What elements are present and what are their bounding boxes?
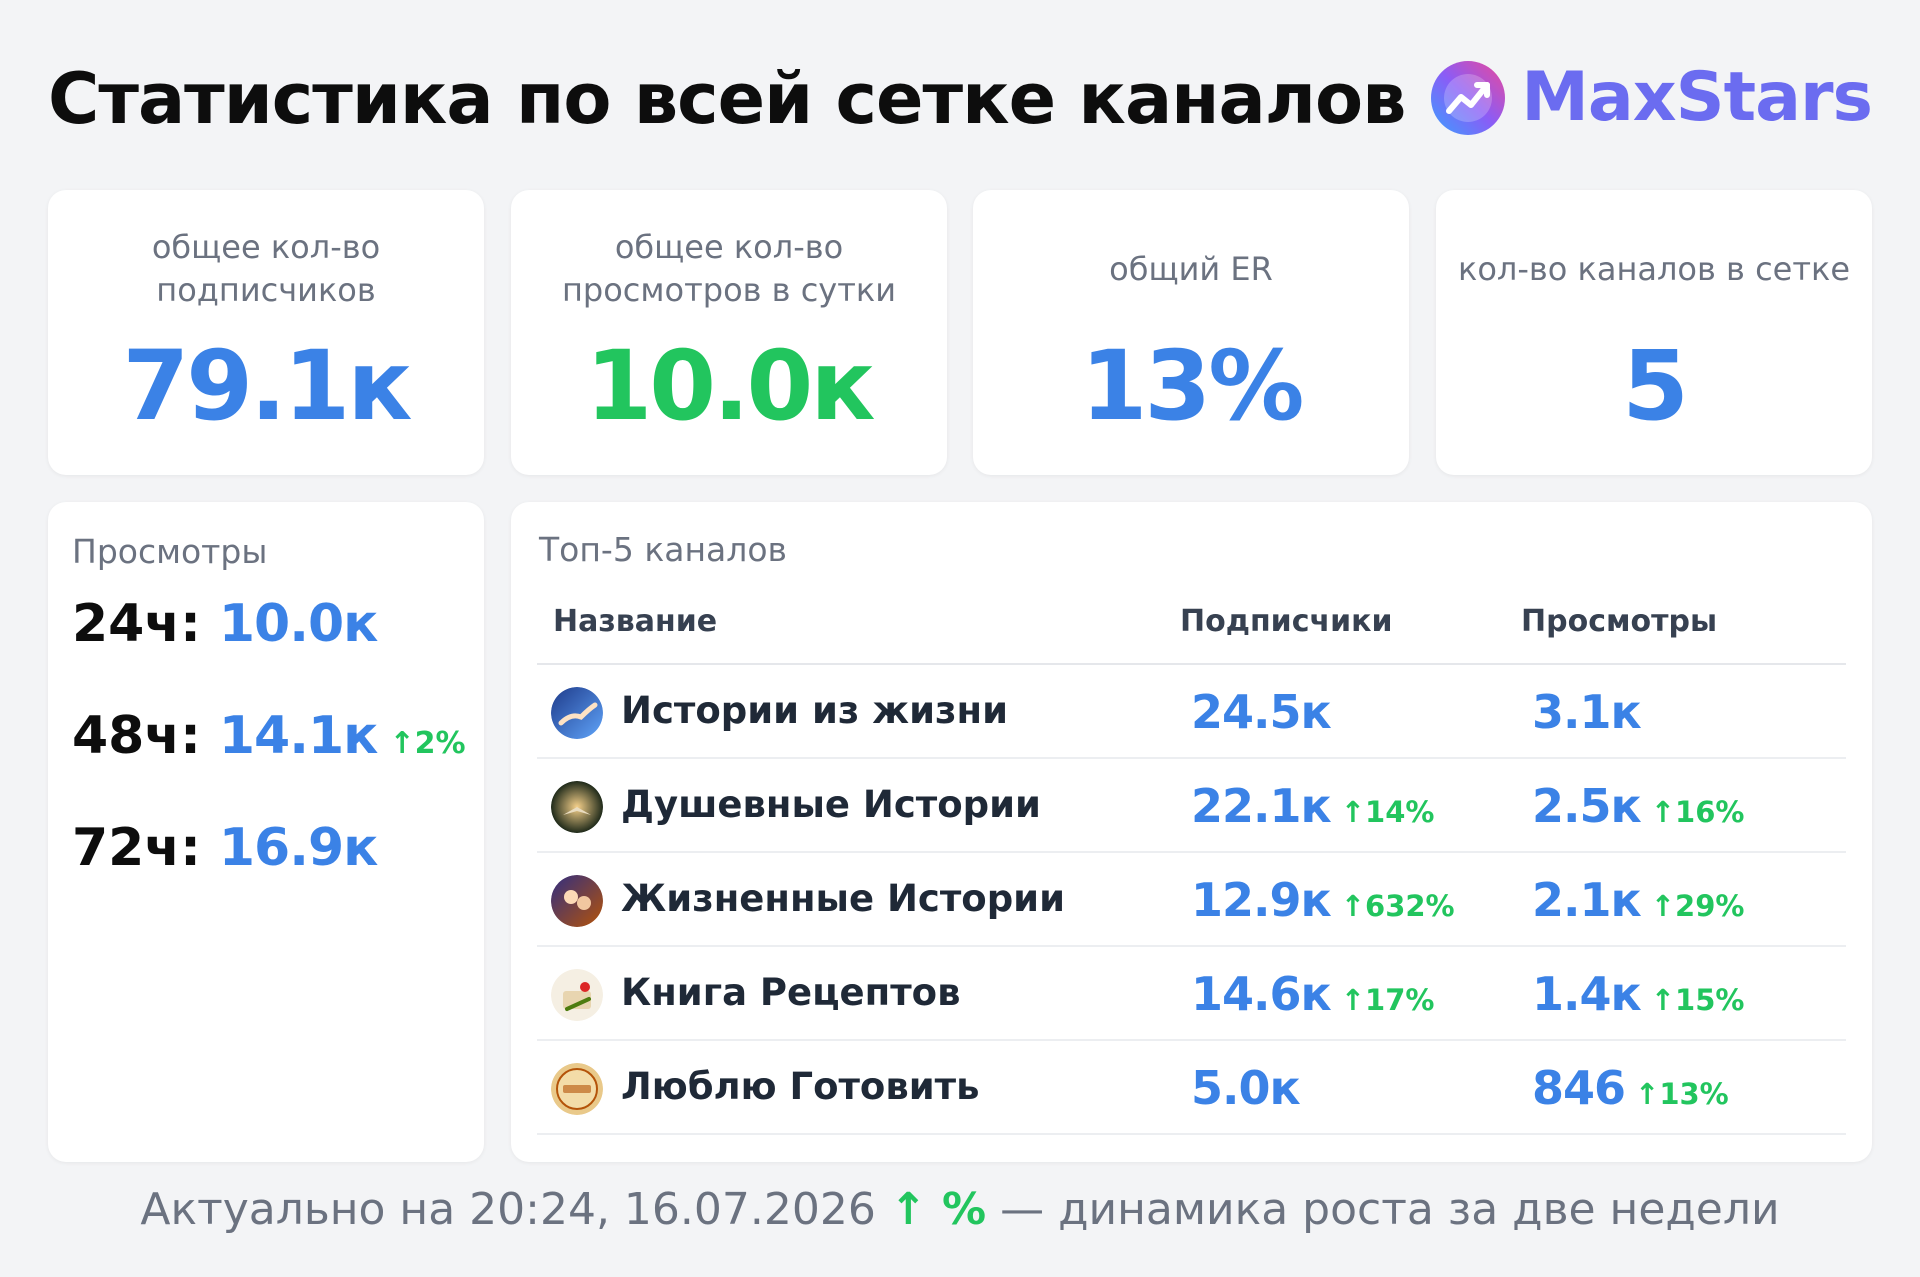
growth-badge: ↑29% [1650,889,1745,923]
stat-card-channel-count: кол-во каналов в сетке 5 [1436,190,1872,475]
views-cell: 3.1к [1532,685,1651,739]
chart-growth-icon [1431,60,1506,135]
growth-badge: ↑13% [1635,1077,1729,1111]
views-period: 72ч: [72,818,201,878]
subscribers-cell: 24.5к [1191,685,1341,739]
stat-label: общее кол-во подписчиков [151,228,381,309]
views-value: 16.9к [218,818,379,878]
header-divider [537,663,1846,665]
stat-card-er: общий ER 13% [973,190,1409,475]
channel-avatar [551,969,603,1021]
subscribers-cell: 5.0к [1191,1061,1310,1115]
subscribers-cell: 22.1к ↑14% [1191,779,1434,833]
channel-name: Книга Рецептов [621,971,961,1014]
views-value: 3.1к [1532,685,1642,739]
views-row-48h: 48ч: 14.1к ↑2% [72,706,466,766]
stat-card-subscribers: общее кол-во подписчиков 79.1к [48,190,484,475]
brand-name: MaxStars [1521,58,1873,137]
views-period: 24ч: [72,594,201,654]
views-cell: 2.1к ↑29% [1532,873,1744,927]
growth-badge: ↑632% [1340,889,1455,923]
channel-avatar [551,687,603,739]
views-row-24h: 24ч: 10.0к [72,594,389,654]
stat-value: 79.1к [122,330,412,442]
stat-label: кол-во каналов в сетке [1457,249,1850,288]
footer-legend-text: — динамика роста за две недели [1000,1184,1780,1235]
subscribers-cell: 14.6к ↑17% [1191,967,1434,1021]
subscribers-value: 14.6к [1191,967,1332,1021]
growth-badge: ↑16% [1650,795,1745,829]
subscribers-value: 24.5к [1191,685,1332,739]
footer-timestamp: Актуально на 20:24, 16.07.2026 [140,1184,876,1235]
subscribers-value: 5.0к [1191,1061,1301,1115]
column-header-name: Название [553,604,718,639]
channel-name: Истории из жизни [621,689,1009,732]
stat-card-daily-views: общее кол-во просмотров в сутки 10.0к [511,190,947,475]
channel-avatar [551,781,603,833]
views-cell: 1.4к ↑15% [1532,967,1744,1021]
footer-note: Актуально на 20:24, 16.07.2026 ↑ % — дин… [0,1184,1920,1235]
views-value: 1.4к [1532,967,1642,1021]
views-panel: Просмотры 24ч: 10.0к 48ч: 14.1к ↑2% 72ч:… [48,502,484,1162]
views-panel-title: Просмотры [72,532,268,571]
table-row[interactable]: Книга Рецептов 14.6к ↑17% 1.4к ↑15% [537,947,1846,1041]
subscribers-value: 22.1к [1191,779,1332,833]
top-channels-title: Топ-5 каналов [539,530,787,569]
growth-legend: ↑ % [889,1184,987,1235]
table-row[interactable]: Жизненные Истории 12.9к ↑632% 2.1к ↑29% [537,853,1846,947]
channel-avatar [551,875,603,927]
top-channels-panel: Топ-5 каналов Название Подписчики Просмо… [511,502,1872,1162]
channel-name: Люблю Готовить [621,1065,980,1108]
stat-value: 13% [1080,330,1305,442]
views-value: 10.0к [218,594,379,654]
views-value: 846 [1532,1061,1626,1115]
subscribers-value: 12.9к [1191,873,1332,927]
channel-name: Жизненные Истории [621,877,1066,920]
views-value: 2.1к [1532,873,1642,927]
table-row[interactable]: Истории из жизни 24.5к 3.1к [537,665,1846,759]
column-header-subscribers: Подписчики [1180,604,1393,639]
views-cell: 2.5к ↑16% [1532,779,1744,833]
growth-badge: ↑2% [389,726,466,761]
views-value: 2.5к [1532,779,1642,833]
stat-label: общий ER [1109,249,1273,288]
table-row[interactable]: Люблю Готовить 5.0к 846 ↑13% [537,1041,1846,1135]
channel-name: Душевные Истории [621,783,1041,826]
views-cell: 846 ↑13% [1532,1061,1729,1115]
stat-label: общее кол-во просмотров в сутки [561,228,896,309]
stat-value: 10.0к [585,330,875,442]
growth-badge: ↑17% [1340,983,1435,1017]
growth-badge: ↑15% [1650,983,1745,1017]
views-period: 48ч: [72,706,201,766]
brand: MaxStars [1429,58,1873,137]
stat-value: 5 [1622,330,1689,442]
subscribers-cell: 12.9к ↑632% [1191,873,1455,927]
table-row[interactable]: Душевные Истории 22.1к ↑14% 2.5к ↑16% [537,759,1846,853]
channel-avatar [551,1063,603,1115]
page-title: Статистика по всей сетке каналов [48,58,1406,140]
views-row-72h: 72ч: 16.9к [72,818,389,878]
views-value: 14.1к [218,706,379,766]
column-header-views: Просмотры [1521,604,1718,639]
growth-badge: ↑14% [1340,795,1435,829]
